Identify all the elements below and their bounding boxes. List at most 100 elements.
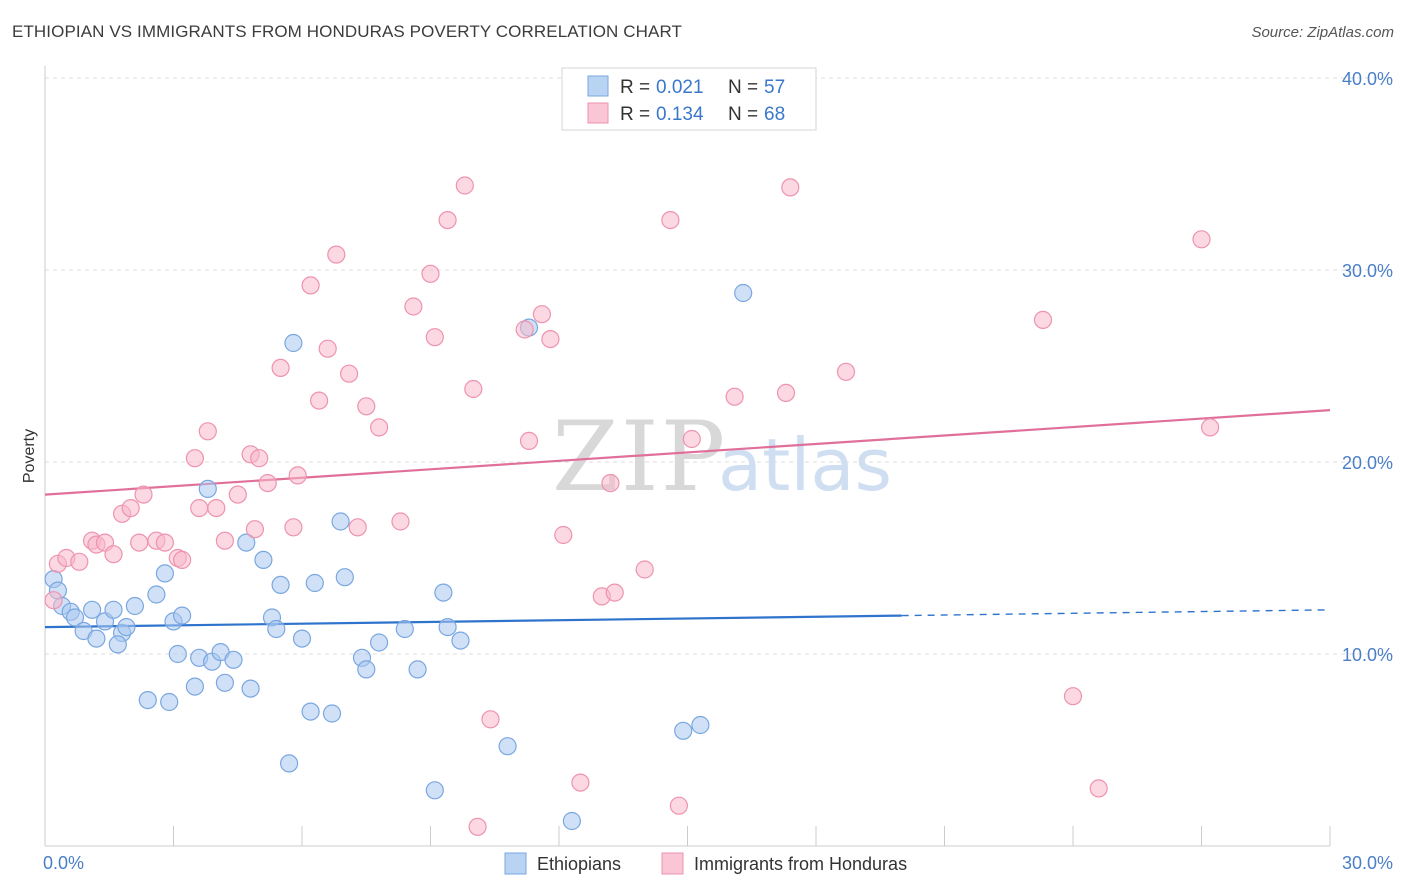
ethiopians-point-36 xyxy=(322,704,342,723)
ethiopians-trend-line xyxy=(44,614,902,629)
series-legend-swatch-honduras xyxy=(661,852,684,875)
honduras-point-23 xyxy=(250,449,269,468)
honduras-point-67 xyxy=(1200,418,1220,437)
honduras-point-63 xyxy=(1033,310,1053,329)
legend-swatch-ethiopians xyxy=(587,75,609,97)
ethiopians-point-54 xyxy=(674,721,693,740)
honduras-point-28 xyxy=(288,466,307,485)
honduras-point-19 xyxy=(207,499,226,518)
honduras-point-10 xyxy=(134,485,153,504)
y-tick-label-2: 30.0% xyxy=(1342,261,1393,281)
honduras-point-7 xyxy=(104,545,123,564)
honduras-point-0 xyxy=(44,591,63,610)
honduras-point-47 xyxy=(519,431,539,450)
series-legend: Ethiopians Immigrants from Honduras xyxy=(504,852,907,875)
ethiopians-point-25 xyxy=(185,677,204,696)
legend-r-label-1: R = xyxy=(620,77,650,98)
honduras-point-58 xyxy=(682,429,701,449)
ethiopians-point-33 xyxy=(267,619,286,639)
ethiopians-point-14 xyxy=(147,585,166,604)
honduras-point-18 xyxy=(190,499,209,518)
honduras-point-45 xyxy=(468,817,487,836)
ethiopians-point-39 xyxy=(305,573,324,593)
ethiopians-point-35 xyxy=(301,702,320,721)
ethiopians-trend-extension xyxy=(901,609,1331,617)
ethiopians-point-49 xyxy=(451,631,470,650)
ethiopians-point-17 xyxy=(173,606,192,625)
honduras-point-43 xyxy=(464,379,483,399)
honduras-point-20 xyxy=(215,531,234,550)
honduras-point-37 xyxy=(391,512,410,531)
ethiopians-point-53 xyxy=(562,811,582,831)
honduras-point-64 xyxy=(1063,687,1083,706)
ethiopians-point-15 xyxy=(155,564,174,583)
honduras-point-46 xyxy=(515,320,534,339)
honduras-point-57 xyxy=(669,796,689,815)
y-tick-label-3: 40.0% xyxy=(1342,69,1393,89)
ethiopians-point-4 xyxy=(65,608,85,627)
ethiopians-point-24 xyxy=(224,650,243,669)
honduras-point-54 xyxy=(605,583,624,602)
ethiopians-point-41 xyxy=(335,568,354,587)
honduras-point-35 xyxy=(357,397,376,416)
honduras-point-51 xyxy=(571,773,590,792)
ethiopians-point-55 xyxy=(691,715,710,735)
series-legend-label-honduras: Immigrants from Honduras xyxy=(694,854,907,874)
honduras-point-24 xyxy=(245,520,264,539)
y-axis-label: Poverty xyxy=(21,429,38,483)
honduras-point-62 xyxy=(836,362,856,381)
honduras-point-55 xyxy=(635,560,654,579)
ethiopians-point-19 xyxy=(160,692,179,712)
ethiopians-point-43 xyxy=(357,660,376,679)
legend-n-label-1: N = xyxy=(728,77,758,98)
ethiopians-point-40 xyxy=(331,512,350,531)
legend-n-value-2: 68 xyxy=(764,104,785,125)
ethiopians-point-44 xyxy=(370,633,389,652)
legend-r-label-2: R = xyxy=(620,104,650,125)
honduras-point-25 xyxy=(258,474,277,493)
honduras-point-33 xyxy=(340,364,359,383)
ethiopians-point-7 xyxy=(82,600,102,619)
ethiopians-point-47 xyxy=(434,583,453,602)
ethiopians-point-20 xyxy=(168,644,187,664)
honduras-point-29 xyxy=(301,276,320,295)
y-tick-label-1: 20.0% xyxy=(1342,453,1393,473)
honduras-point-3 xyxy=(70,552,89,571)
series-legend-label-ethiopians: Ethiopians xyxy=(537,854,621,874)
honduras-point-27 xyxy=(284,518,303,537)
ethiopians-point-11 xyxy=(108,635,127,654)
x-tick-label-end: 30.0% xyxy=(1342,853,1393,873)
honduras-point-21 xyxy=(228,485,247,504)
ethiopians-point-56 xyxy=(734,283,753,303)
honduras-point-16 xyxy=(185,449,204,468)
honduras-point-49 xyxy=(541,330,560,349)
honduras-point-34 xyxy=(348,518,367,537)
ethiopians-point-46 xyxy=(408,660,427,679)
series-legend-swatch-ethiopians xyxy=(504,852,527,875)
ethiopians-point-28 xyxy=(198,479,217,498)
x-tick-labels: 0.0% 30.0% xyxy=(43,853,1393,873)
ethiopians-point-38 xyxy=(284,333,303,353)
legend-n-value-1: 57 xyxy=(764,77,785,98)
honduras-point-39 xyxy=(421,264,440,283)
legend-r-value-2: 0.134 xyxy=(656,104,704,125)
honduras-point-41 xyxy=(438,211,457,230)
y-tick-labels: 10.0% 20.0% 30.0% 40.0% xyxy=(1342,69,1393,665)
honduras-point-56 xyxy=(661,211,680,230)
honduras-point-42 xyxy=(455,176,474,195)
honduras-point-26 xyxy=(271,358,290,377)
honduras-point-61 xyxy=(781,178,800,197)
ethiopians-point-26 xyxy=(215,673,234,692)
honduras-point-15 xyxy=(173,550,192,570)
honduras-point-48 xyxy=(532,305,552,324)
ethiopians-point-18 xyxy=(138,690,157,710)
ethiopians-point-31 xyxy=(271,575,290,595)
ethiopians-point-50 xyxy=(425,781,444,800)
honduras-point-17 xyxy=(198,422,217,441)
ethiopians-point-34 xyxy=(292,629,312,648)
honduras-point-31 xyxy=(318,339,337,358)
x-tick-label-start: 0.0% xyxy=(43,853,84,873)
honduras-point-13 xyxy=(155,533,174,552)
honduras-point-32 xyxy=(327,245,346,264)
